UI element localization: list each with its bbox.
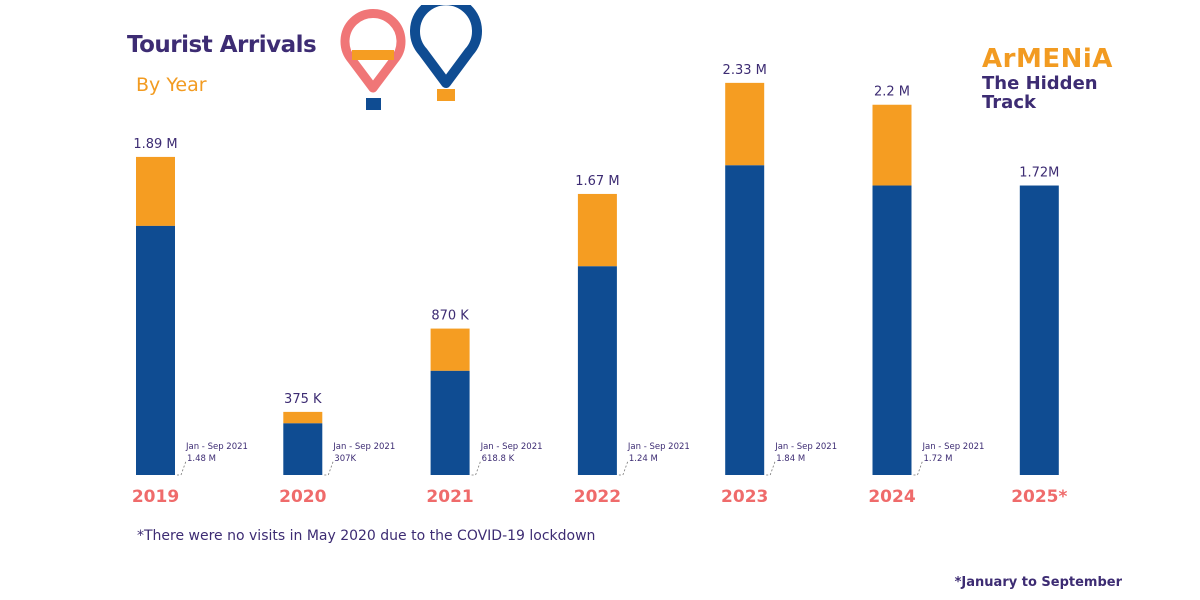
annotation-period: Jan - Sep 2021: [627, 442, 690, 452]
bar-total-label: 2.2 M: [874, 85, 910, 100]
armenia-logo: ArMENiA The Hidden Track: [982, 44, 1113, 112]
annotation-leader-line: [471, 460, 481, 476]
year-label: 2023: [721, 487, 768, 507]
year-label: 2021: [426, 487, 473, 507]
chart-title: Tourist Arrivals: [127, 32, 317, 58]
bar-segment-oct-dec: [872, 104, 912, 186]
bar-segment-oct-dec: [577, 193, 617, 267]
annotation-value: 1.48 M: [187, 454, 216, 464]
annotation-leader-line: [177, 460, 187, 476]
chart-subtitle: By Year: [136, 74, 207, 96]
bar-segment-oct-dec: [283, 411, 323, 424]
bar-total-label: 1.89 M: [133, 137, 177, 152]
period-footnote: *January to September: [954, 575, 1122, 590]
logo-brand: ArMENiA: [982, 44, 1113, 74]
bar-total-label: 375 K: [284, 392, 322, 407]
annotation-value: 307K: [334, 454, 356, 464]
year-label: 2024: [868, 487, 915, 507]
annotation-leader-line: [913, 460, 923, 476]
annotation-leader-line: [766, 460, 776, 476]
bar-segment-jan-sep: [430, 370, 470, 475]
annotation-period: Jan - Sep 2021: [922, 442, 985, 452]
annotation-period: Jan - Sep 2021: [332, 442, 395, 452]
annotation-leader-line: [618, 460, 629, 476]
year-label: 2025*: [1011, 487, 1067, 507]
logo-tagline-1: The Hidden: [982, 73, 1098, 94]
balloons-illustration: [340, 5, 482, 110]
bar-total-label: 1.72M: [1019, 166, 1059, 181]
annotation-value: 618.8 K: [482, 454, 515, 464]
annotation-value: 1.72 M: [924, 454, 953, 464]
annotation-leader-line: [324, 460, 334, 476]
bar-segment-oct-dec: [430, 328, 470, 371]
bar-segment-jan-sep: [872, 185, 912, 476]
annotation-period: Jan - Sep 2021: [185, 442, 248, 452]
covid-note: *There were no visits in May 2020 due to…: [137, 528, 596, 544]
annotation-period: Jan - Sep 2021: [774, 442, 837, 452]
pink-balloon-icon: [340, 8, 406, 110]
year-label: 2022: [574, 487, 621, 507]
annotation-value: 1.84 M: [776, 454, 805, 464]
bar-total-label: 2.33 M: [723, 63, 767, 78]
bar-segment-jan-sep: [725, 165, 765, 475]
bar-segment-jan-sep: [283, 423, 323, 475]
bar-segment-jan-sep: [577, 266, 617, 475]
bar-segment-oct-dec: [725, 82, 765, 166]
logo-tagline-2: Track: [982, 92, 1036, 113]
annotation-period: Jan - Sep 2021: [480, 442, 543, 452]
year-label: 2020: [279, 487, 326, 507]
annotation-value: 1.24 M: [629, 454, 658, 464]
bar-segment-jan-sep: [136, 225, 175, 475]
bar-segment-jan-sep: [1019, 185, 1059, 476]
bar-total-label: 1.67 M: [575, 174, 619, 189]
bar-segment-oct-dec: [136, 156, 175, 226]
blue-balloon-icon: [410, 5, 482, 101]
bar-total-label: 870 K: [431, 309, 469, 324]
year-label: 2019: [132, 487, 179, 507]
